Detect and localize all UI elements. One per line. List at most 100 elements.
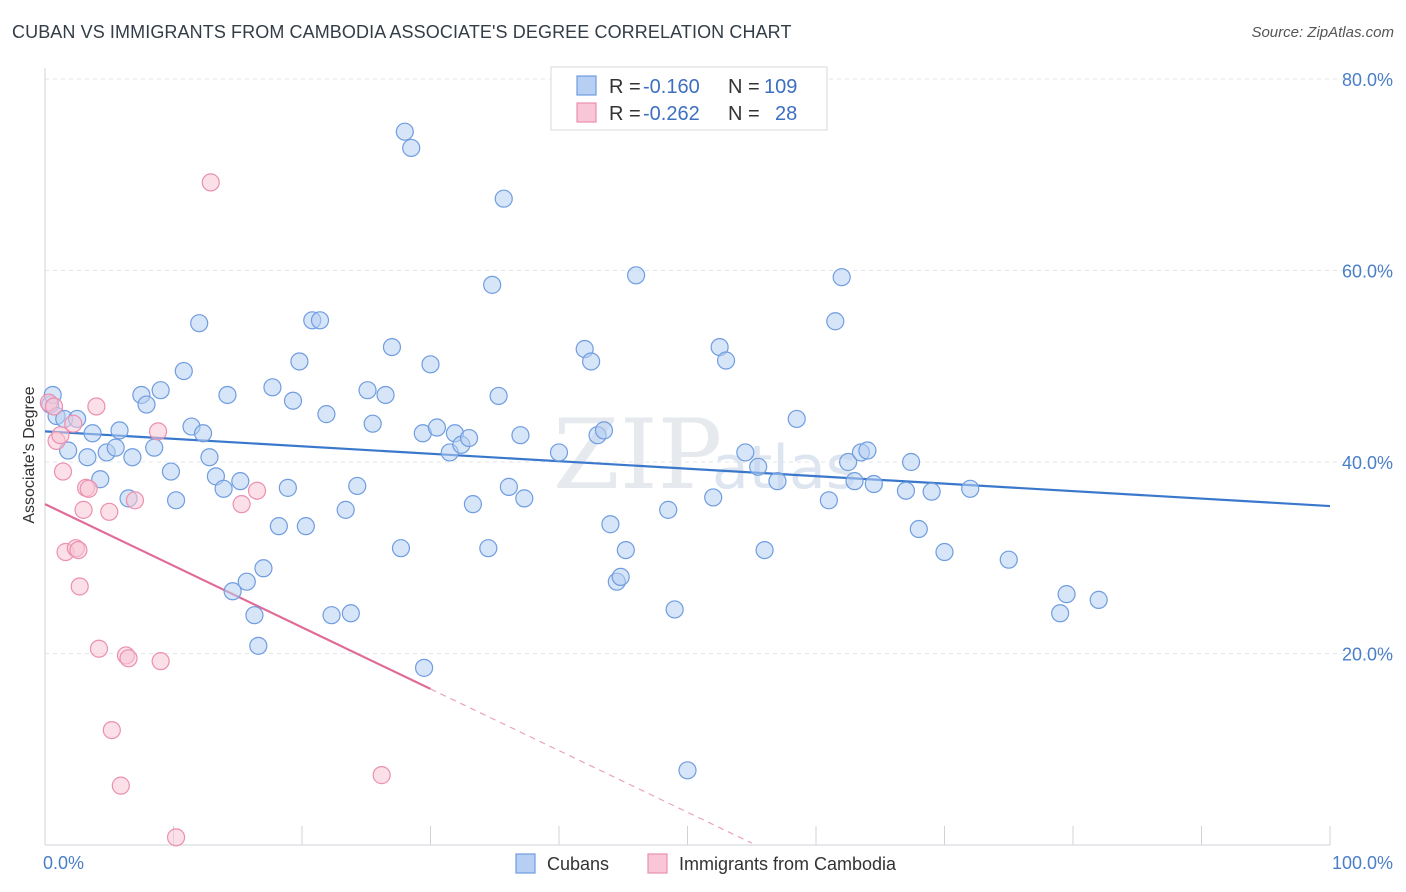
data-points xyxy=(39,122,1108,847)
point-cubans xyxy=(193,424,213,443)
point-cubans xyxy=(922,482,941,501)
point-cambodia xyxy=(125,491,145,510)
point-cubans xyxy=(755,540,774,560)
point-cubans xyxy=(832,268,851,287)
point-cubans xyxy=(665,600,684,619)
point-cambodia xyxy=(69,540,88,560)
y-tick-label: 20.0% xyxy=(1342,645,1393,665)
point-cubans xyxy=(218,385,237,405)
chart-title: CUBAN VS IMMIGRANTS FROM CAMBODIA ASSOCI… xyxy=(12,22,792,42)
point-cubans xyxy=(935,542,954,562)
point-cubans xyxy=(376,385,395,405)
point-cubans xyxy=(237,572,256,591)
point-cubans xyxy=(363,414,382,433)
point-cubans xyxy=(336,500,355,519)
point-cubans xyxy=(626,266,646,285)
point-cubans xyxy=(901,452,921,472)
y-tick-label: 40.0% xyxy=(1342,453,1393,473)
point-cubans xyxy=(1051,604,1070,623)
point-cambodia xyxy=(74,500,93,519)
point-cambodia xyxy=(148,422,168,441)
point-cubans xyxy=(787,409,806,429)
point-cubans xyxy=(123,448,142,467)
point-cubans xyxy=(659,500,678,519)
x-tick-labels: 0.0% 100.0% xyxy=(43,853,1393,873)
series-legend-cambodia: Immigrants from Cambodia xyxy=(679,854,897,874)
point-cubans xyxy=(704,488,723,507)
point-cubans xyxy=(174,361,193,381)
point-cubans xyxy=(245,606,264,625)
point-cubans xyxy=(106,438,125,457)
y-tick-label: 60.0% xyxy=(1342,262,1393,282)
point-cambodia xyxy=(111,776,130,795)
stats-legend-box xyxy=(550,66,828,131)
point-cubans xyxy=(678,761,697,780)
point-cambodia xyxy=(151,652,170,671)
point-cubans xyxy=(395,122,414,141)
point-cubans xyxy=(402,138,421,158)
y-tick-label: 80.0% xyxy=(1342,70,1393,90)
y-axis-label: Associate's Degree xyxy=(21,386,38,523)
point-cubans xyxy=(749,457,768,476)
point-cubans xyxy=(489,386,508,406)
point-cubans xyxy=(463,495,483,514)
point-cambodia xyxy=(166,828,186,847)
point-cubans xyxy=(511,426,530,445)
point-cubans xyxy=(826,312,845,331)
legend-n-label: N = xyxy=(728,76,760,98)
point-cubans xyxy=(391,539,411,558)
point-cambodia xyxy=(100,502,119,521)
legend-n-value: 109 xyxy=(764,76,797,98)
point-cubans xyxy=(1089,590,1108,609)
point-cubans xyxy=(459,428,479,448)
point-cubans xyxy=(254,559,273,578)
grid-lines xyxy=(45,78,1392,654)
point-cubans xyxy=(616,540,635,560)
point-cubans xyxy=(421,355,440,374)
point-cubans xyxy=(83,424,102,443)
point-cambodia xyxy=(70,577,89,596)
watermark: ZIP atlas xyxy=(553,399,857,511)
point-cubans xyxy=(716,351,736,370)
point-cubans xyxy=(499,477,518,496)
legend-n-label: N = xyxy=(728,103,760,125)
point-cubans xyxy=(78,448,97,467)
point-cubans xyxy=(864,474,883,494)
point-cambodia xyxy=(119,649,138,668)
trend-line-cambodia-extension xyxy=(430,688,753,844)
point-cubans xyxy=(269,517,288,536)
x-tick-label: 100.0% xyxy=(1332,853,1393,873)
point-cubans xyxy=(161,462,181,481)
point-cubans xyxy=(322,606,341,625)
point-cubans xyxy=(515,489,534,508)
point-cubans xyxy=(479,539,498,558)
source-label: Source: ZipAtlas.com xyxy=(1251,24,1394,41)
point-cubans xyxy=(166,491,186,510)
point-cubans xyxy=(819,491,838,510)
point-cubans xyxy=(382,338,402,357)
point-cubans xyxy=(358,381,377,400)
point-cubans xyxy=(483,275,502,294)
series-legend-swatch-cambodia xyxy=(647,853,668,874)
point-cubans xyxy=(348,476,367,496)
point-cambodia xyxy=(102,720,121,740)
stats-legend: R = -0.160 N = 109 R = -0.262 N = 28 xyxy=(550,66,828,131)
point-cubans xyxy=(283,391,303,410)
series-legend-swatch-cubans xyxy=(515,853,536,874)
point-cubans xyxy=(341,604,360,623)
point-cambodia xyxy=(79,479,98,498)
y-tick-labels: 20.0% 40.0% 60.0% 80.0% xyxy=(1342,70,1393,665)
point-cubans xyxy=(768,472,787,491)
series-legend: Cubans Immigrants from Cambodia xyxy=(515,853,897,874)
legend-r-value: -0.160 xyxy=(643,76,700,98)
point-cubans xyxy=(214,479,233,498)
legend-r-label: R = xyxy=(609,103,641,125)
point-cubans xyxy=(151,381,170,400)
point-cubans xyxy=(909,519,928,539)
point-cubans xyxy=(1057,585,1076,604)
point-cambodia xyxy=(232,495,251,514)
point-cambodia xyxy=(372,766,391,785)
point-cubans xyxy=(427,418,447,437)
legend-swatch-cambodia xyxy=(576,102,597,123)
